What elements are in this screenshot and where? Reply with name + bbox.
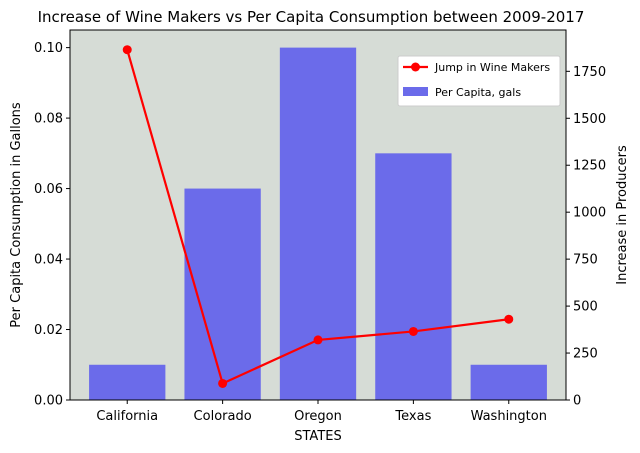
y-right-tick-label: 1250	[573, 159, 606, 174]
bar	[89, 364, 166, 400]
legend-line-marker	[411, 62, 420, 72]
y-left-tick-label: 0.06	[34, 182, 63, 197]
x-tick-label: Washington	[471, 409, 547, 424]
legend-label-bar: Per Capita, gals	[435, 86, 521, 99]
y-left-tick-label: 0.08	[34, 112, 63, 127]
y-right-tick-label: 750	[573, 253, 598, 268]
legend-label-line: Jump in Wine Makers	[434, 61, 550, 74]
y-right-tick-label: 250	[573, 347, 598, 362]
bar	[184, 188, 261, 400]
y-left-tick-label: 0.10	[34, 41, 63, 56]
y-right-tick-label: 1500	[573, 112, 606, 127]
y-left-tick-label: 0.02	[34, 323, 63, 338]
x-tick-label: Colorado	[194, 409, 252, 424]
x-axis-label: STATES	[294, 429, 341, 444]
y-axis-right-label: Increase in Producers	[615, 145, 630, 285]
bar	[470, 364, 547, 400]
bar	[279, 47, 357, 400]
bar	[375, 153, 452, 400]
x-tick-label: Texas	[394, 409, 431, 424]
y-right-tick-label: 1000	[573, 206, 606, 221]
legend-bar-swatch	[403, 87, 428, 96]
y-axis-left-label: Per Capita Consumption in Gallons	[9, 102, 24, 328]
line-point	[122, 45, 132, 55]
y-right-tick-label: 1750	[573, 65, 606, 80]
legend-box	[397, 55, 561, 107]
chart-title: Increase of Wine Makers vs Per Capita Co…	[38, 8, 585, 26]
y-left-tick-label: 0.00	[34, 394, 63, 409]
x-tick-label: California	[96, 409, 158, 424]
y-right-tick-label: 500	[573, 300, 598, 315]
line-point	[504, 314, 514, 324]
line-point	[408, 326, 418, 336]
line-point	[313, 335, 323, 345]
line-point	[218, 378, 228, 388]
y-right-tick-label: 0	[573, 394, 581, 409]
y-left-tick-label: 0.04	[34, 253, 63, 268]
x-tick-label: Oregon	[294, 409, 342, 424]
